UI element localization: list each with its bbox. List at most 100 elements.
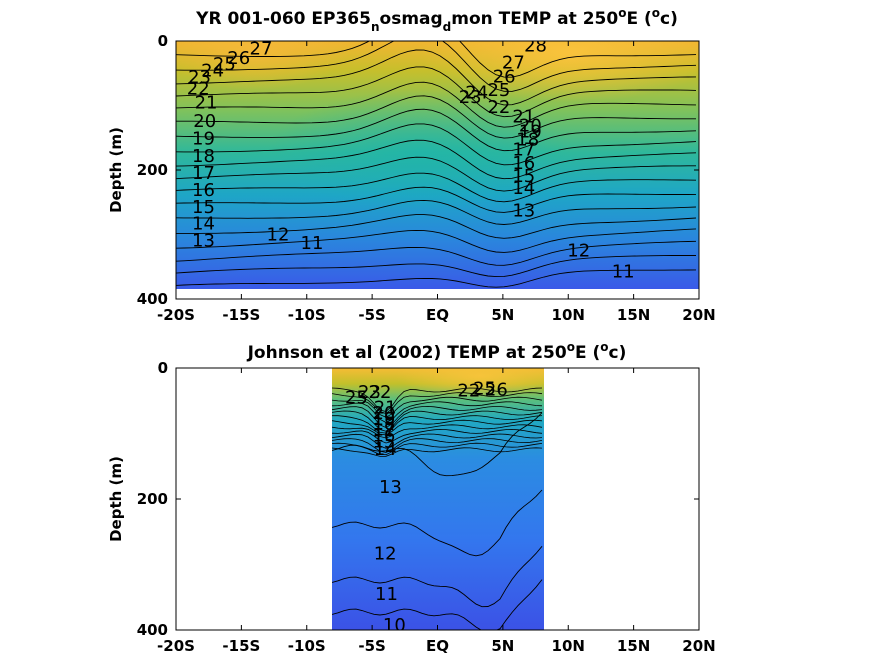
contour-line xyxy=(176,139,697,180)
contour-line xyxy=(176,108,697,152)
contour-label: 25 xyxy=(345,387,368,408)
contour-line xyxy=(176,228,697,253)
contour-line xyxy=(176,156,696,192)
contour-label: 26 xyxy=(493,66,516,87)
contour-label: 12 xyxy=(267,225,290,246)
y-tick-label: 200 xyxy=(137,161,168,179)
contour-line xyxy=(176,255,696,278)
contour-line xyxy=(332,419,543,436)
contour-label: 21 xyxy=(195,92,218,113)
y-tick-label: 400 xyxy=(137,621,168,639)
contour-label: 22 xyxy=(369,382,392,403)
contour-label: 26 xyxy=(485,380,508,401)
contour-label: 19 xyxy=(372,409,395,430)
chart-bottom-title: Johnson et al (2002) TEMP at 250oE (oc) xyxy=(247,340,627,363)
contour-label: 22 xyxy=(187,79,210,100)
contour-label: 16 xyxy=(512,153,535,174)
y-tick-label: 200 xyxy=(137,490,168,508)
x-tick-label: -15S xyxy=(222,637,260,655)
x-tick-label: EQ xyxy=(426,637,449,655)
contour-label: 12 xyxy=(567,241,590,262)
contour-line xyxy=(332,415,543,434)
contour-label: 15 xyxy=(512,166,535,187)
y-tick-label: 400 xyxy=(137,290,168,308)
contour-label: 11 xyxy=(612,261,635,282)
x-tick-label: 5N xyxy=(491,637,514,655)
x-tick-label: 20N xyxy=(682,637,715,655)
contour-line xyxy=(176,49,697,106)
x-tick-label: -20S xyxy=(157,306,195,324)
contour-line xyxy=(176,81,697,128)
contour-label: 20 xyxy=(372,403,395,424)
contour-label: 25 xyxy=(213,54,236,75)
contour-line xyxy=(332,387,543,412)
chart-bottom-ylabel: Depth (m) xyxy=(107,456,125,542)
contour-label: 15 xyxy=(192,197,215,218)
contour-label: 25 xyxy=(473,378,496,399)
contour-label: 24 xyxy=(465,83,488,104)
contour-label: 27 xyxy=(502,52,525,73)
contour-label: 13 xyxy=(192,230,215,251)
contour-label: 26 xyxy=(227,48,250,69)
x-tick-label: -5S xyxy=(358,637,385,655)
contour-label: 23 xyxy=(188,67,211,88)
contour-label: 17 xyxy=(372,420,395,441)
contour-line xyxy=(332,433,543,449)
chart-top-contours xyxy=(176,41,697,288)
contour-label: 17 xyxy=(512,139,535,160)
contour-label: 24 xyxy=(201,61,224,82)
contour-line xyxy=(332,447,543,457)
x-tick-label: 15N xyxy=(617,306,650,324)
contour-label: 27 xyxy=(250,39,273,60)
chart-bottom-contours xyxy=(332,387,543,630)
contour-line xyxy=(332,579,543,630)
contour-label: 14 xyxy=(374,439,397,460)
contour-label: 10 xyxy=(383,615,406,636)
contour-label: 23 xyxy=(358,382,381,403)
contour-line xyxy=(332,438,543,453)
contour-line xyxy=(332,412,543,477)
contour-label: 16 xyxy=(192,180,215,201)
contour-label: 21 xyxy=(512,106,535,127)
contour-line xyxy=(332,546,543,608)
chart-bottom-y-ticks: 0 200 400 xyxy=(137,359,699,639)
contour-label: 19 xyxy=(519,121,542,142)
x-tick-label: 10N xyxy=(552,637,585,655)
contour-label: 23 xyxy=(459,87,482,108)
contour-line xyxy=(332,405,543,429)
contour-label: 15 xyxy=(372,431,395,452)
contour-label: 16 xyxy=(372,425,395,446)
x-tick-label: 20N xyxy=(682,306,715,324)
contour-line xyxy=(176,123,697,166)
x-tick-label: 15N xyxy=(617,637,650,655)
x-tick-label: EQ xyxy=(426,306,449,324)
chart-top-ylabel: Depth (m) xyxy=(107,127,125,213)
contour-line xyxy=(332,489,543,557)
chart-top: YR 001-060 EP365nosmagdmon TEMP at 250oE… xyxy=(107,6,716,324)
chart-top-title: YR 001-060 EP365nosmagdmon TEMP at 250oE… xyxy=(195,6,678,34)
contour-label: 14 xyxy=(512,178,535,199)
x-tick-label: -10S xyxy=(288,637,326,655)
contour-line xyxy=(332,392,543,414)
x-tick-label: -20S xyxy=(157,637,195,655)
x-tick-label: 10N xyxy=(552,306,585,324)
contour-label: 18 xyxy=(516,130,539,151)
contour-line xyxy=(176,172,697,203)
contour-line xyxy=(176,269,697,288)
contour-label: 20 xyxy=(193,111,216,132)
contour-line xyxy=(332,410,543,432)
chart-top-y-ticks: 0 200 400 xyxy=(137,32,699,308)
x-tick-label: -5S xyxy=(358,306,385,324)
contour-label: 22 xyxy=(457,380,480,401)
contour-line xyxy=(176,41,697,78)
contour-label: 11 xyxy=(301,233,324,254)
contour-line xyxy=(332,401,543,423)
x-tick-label: 5N xyxy=(491,306,514,324)
contour-label: 28 xyxy=(524,36,547,57)
contour-label: 13 xyxy=(379,477,402,498)
